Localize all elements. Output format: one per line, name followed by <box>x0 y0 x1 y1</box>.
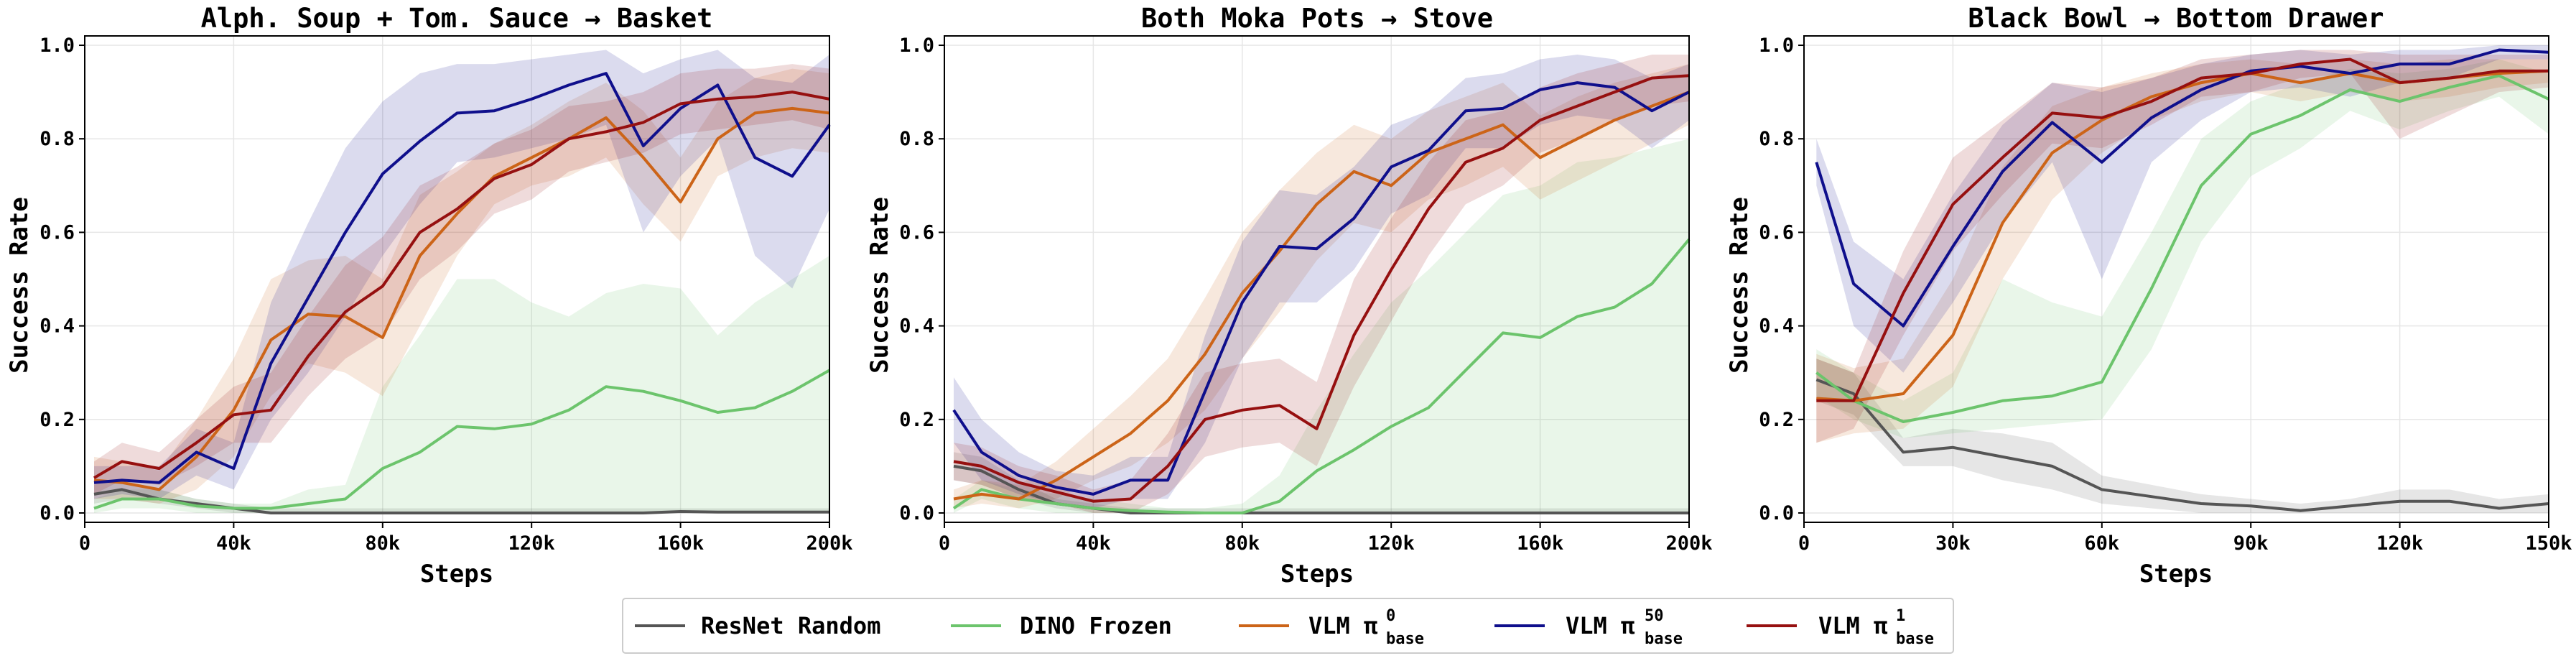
x-tick-label: 80k <box>365 532 400 555</box>
x-tick-label: 40k <box>1076 532 1111 555</box>
y-tick-label: 0.8 <box>899 128 934 150</box>
x-tick-label: 80k <box>1224 532 1260 555</box>
legend-item-vlm-pi-0: VLM π 0 base <box>1239 607 1424 648</box>
x-tick-label: 0 <box>939 532 950 555</box>
confidence-band-vlm-0-base <box>954 64 1689 509</box>
x-tick-label: 30k <box>1935 532 1971 555</box>
series-line-vlm-0-base <box>93 106 830 491</box>
confidence-band-vlm-1-base <box>1816 50 2549 443</box>
y-tick-label: 0.6 <box>899 221 934 244</box>
legend-item-vlm-pi-1: VLM π 1 base <box>1747 607 1934 648</box>
confidence-band-vlm-0-base <box>1816 59 2549 443</box>
y-axis-label: Success Rate <box>5 197 34 374</box>
axes-frame <box>84 35 830 523</box>
y-tick-label: 1.0 <box>1759 34 1794 57</box>
confidence-band-dino-frozen <box>94 256 829 513</box>
legend-label-subscript: base <box>1645 630 1683 648</box>
y-tick-label: 1.0 <box>39 34 75 57</box>
y-tick-label: 0.4 <box>39 315 75 338</box>
series-line-dino-frozen <box>1815 74 2549 423</box>
confidence-band-vlm-50-base <box>1816 45 2549 373</box>
confidence-band-vlm-50-base <box>954 55 1689 509</box>
panel-title: Both Moka Pots → Stove <box>1141 3 1493 34</box>
legend-label: VLM π <box>1308 612 1377 639</box>
x-axis-label: Steps <box>1280 560 1354 588</box>
y-tick-label: 0.4 <box>899 315 934 338</box>
series-line-resnet-random <box>93 488 829 514</box>
panel-title: Alph. Soup + Tom. Sauce → Basket <box>201 3 713 34</box>
series-line-resnet-random <box>1815 378 2549 512</box>
x-axis-label: Steps <box>2139 560 2213 588</box>
y-axis-label: Success Rate <box>1725 197 1754 374</box>
confidence-band-vlm-1-base <box>94 64 829 494</box>
confidence-band-dino-frozen <box>954 139 1689 513</box>
y-axis-label: Success Rate <box>865 197 894 374</box>
legend-item-resnet-random: ResNet Random <box>635 612 880 639</box>
plot-area: 0 30k 60k 90k 120k 150k 0.0 0.2 0.4 0.6 0.8 1.0 <box>1759 34 2572 555</box>
legend-item-dino-frozen: DINO Frozen <box>951 612 1172 639</box>
series-line-vlm-1-base <box>953 74 1690 503</box>
legend-label: DINO Frozen <box>1020 612 1172 639</box>
series-line-vlm-1-base <box>93 91 830 479</box>
confidence-band-dino-frozen <box>1816 59 2549 438</box>
legend-label: VLM π <box>1566 612 1635 639</box>
series-line-vlm-50-base <box>952 81 1690 496</box>
confidence-band-vlm-1-base <box>954 55 1689 513</box>
y-tick-label: 0.8 <box>39 128 75 150</box>
x-tick-label: 0 <box>79 532 90 555</box>
x-tick-label: 200k <box>1665 532 1712 555</box>
legend-label-superscript: 0 <box>1386 607 1395 625</box>
legend-label-superscript: 50 <box>1645 607 1664 625</box>
y-tick-label: 0.2 <box>899 409 934 431</box>
y-tick-label: 0.6 <box>39 221 75 244</box>
panel-moka-pots: 0 40k 80k 120k 160k 200k 0.0 0.2 0.4 0.6 0.8 1.0 Bo… <box>865 3 1713 588</box>
x-tick-label: 120k <box>2376 532 2423 555</box>
legend-label: ResNet Random <box>701 612 880 639</box>
x-tick-label: 150k <box>2525 532 2572 555</box>
confidence-band-resnet-random <box>94 480 829 513</box>
x-axis-label: Steps <box>420 560 493 588</box>
x-tick-label: 200k <box>806 532 852 555</box>
axes-frame <box>944 35 1690 523</box>
x-tick-label: 120k <box>1368 532 1415 555</box>
confidence-band-vlm-0-base <box>94 68 829 504</box>
y-tick-label: 0.0 <box>39 502 75 524</box>
confidence-band-resnet-random <box>1816 359 2549 513</box>
legend-label: VLM π <box>1818 612 1887 639</box>
panel-black-bowl: 0 30k 60k 90k 120k 150k 0.0 0.2 0.4 0.6 0.8 1.0 Bla… <box>1725 3 2572 588</box>
series-line-vlm-50-base <box>1815 48 2549 328</box>
plot-area: 0 40k 80k 120k 160k 200k 0.0 0.2 0.4 0.6 0.8 1.0 <box>899 34 1712 555</box>
x-tick-label: 0 <box>1798 532 1810 555</box>
x-tick-label: 120k <box>508 532 555 555</box>
series-line-vlm-1-base <box>1816 57 2549 402</box>
x-tick-label: 60k <box>2084 532 2119 555</box>
y-tick-label: 0.4 <box>1759 315 1794 338</box>
y-tick-label: 0.2 <box>39 409 75 431</box>
legend-item-vlm-pi-50: VLM π 50 base <box>1494 607 1683 648</box>
series-line-dino-frozen <box>93 369 830 510</box>
legend: ResNet Random DINO Frozen VLM π 0 base V… <box>622 598 1954 654</box>
x-tick-label: 160k <box>657 532 704 555</box>
x-tick-label: 90k <box>2233 532 2269 555</box>
axes-frame <box>1803 35 2549 523</box>
legend-label-subscript: base <box>1386 630 1424 648</box>
series-line-vlm-0-base <box>953 91 1690 501</box>
y-tick-label: 0.8 <box>1759 128 1794 150</box>
y-tick-label: 0.2 <box>1759 409 1794 431</box>
legend-label-superscript: 1 <box>1896 607 1905 625</box>
y-tick-label: 0.0 <box>899 502 934 524</box>
y-tick-label: 1.0 <box>899 34 934 57</box>
y-tick-label: 0.0 <box>1759 502 1794 524</box>
legend-label-subscript: base <box>1896 630 1934 648</box>
plot-area: 0 40k 80k 120k 160k 200k 0.0 0.2 0.4 0.6 0.8 1.0 <box>39 34 852 555</box>
y-tick-label: 0.6 <box>1759 221 1794 244</box>
panel-alph-soup: 0 40k 80k 120k 160k 200k 0.0 0.2 0.4 0.6 0.8 1.0 Al… <box>5 3 853 588</box>
panel-title: Black Bowl → Bottom Drawer <box>1968 3 2384 34</box>
series-line-dino-frozen <box>952 238 1691 514</box>
x-tick-label: 40k <box>216 532 251 555</box>
series-line-vlm-50-base <box>93 72 831 484</box>
x-tick-label: 160k <box>1517 532 1563 555</box>
